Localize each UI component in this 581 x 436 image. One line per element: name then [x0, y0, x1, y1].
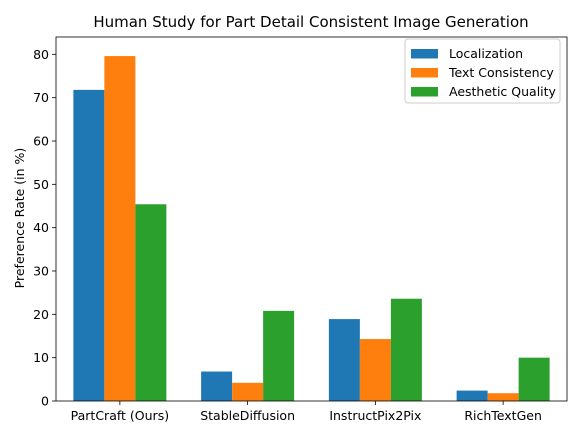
bar [518, 357, 550, 401]
bar [359, 339, 391, 401]
x-tick-label: RichTextGen [464, 408, 542, 423]
y-tick-label: 60 [33, 134, 49, 149]
bar [263, 310, 295, 401]
legend-label: Text Consistency [448, 65, 554, 80]
y-tick-label: 50 [33, 177, 49, 192]
bar [201, 371, 233, 401]
bar [456, 390, 488, 401]
y-tick-label: 0 [41, 394, 49, 409]
plot-area: 0 10 20 30 40 50 60 70 80 PartCraft (Ours) StableD… [33, 36, 568, 423]
bar [104, 56, 136, 402]
bar [390, 298, 422, 401]
y-tick-label: 40 [33, 220, 49, 235]
legend: Localization Text Consistency Aesthetic Qu… [404, 38, 561, 104]
bar [487, 393, 519, 401]
x-tick-label: StableDiffusion [200, 408, 295, 423]
legend-box [404, 38, 561, 104]
legend-swatch [411, 49, 438, 59]
y-axis-label: Preference Rate (in %) [12, 148, 27, 289]
bar [232, 382, 264, 401]
x-tick-label: PartCraft (Ours) [71, 408, 169, 423]
legend-swatch [411, 87, 438, 97]
axes-frame [55, 36, 568, 402]
y-tick-label: 10 [33, 350, 49, 365]
legend-label: Localization [449, 46, 523, 61]
x-tick-label: InstructPix2Pix [329, 408, 421, 423]
y-tick-label: 30 [33, 264, 49, 279]
y-tick-label: 20 [33, 307, 49, 322]
y-tick-label: 70 [33, 90, 49, 105]
bar [328, 319, 360, 401]
chart-title: Human Study for Part Detail Consistent I… [93, 13, 528, 31]
bar [73, 89, 105, 401]
bar [135, 204, 167, 401]
y-tick-label: 80 [33, 47, 49, 62]
legend-swatch [411, 68, 438, 78]
legend-label: Aesthetic Quality [449, 84, 557, 99]
